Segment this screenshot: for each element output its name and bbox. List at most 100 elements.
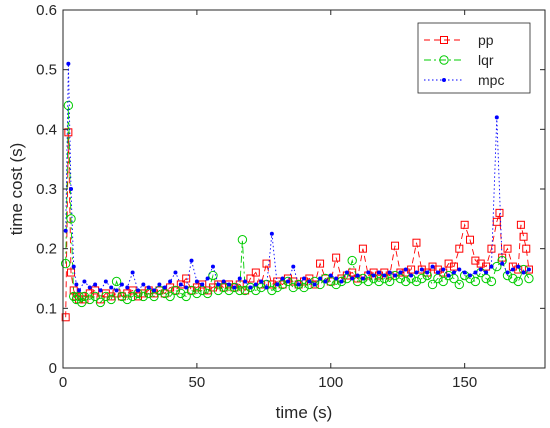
y-tick-label: 0.3 bbox=[36, 181, 57, 198]
data-point-pp bbox=[192, 283, 201, 292]
data-point-lqr bbox=[229, 282, 240, 293]
data-point-mpc bbox=[403, 267, 408, 272]
data-point-mpc bbox=[74, 282, 79, 287]
data-point-pp bbox=[123, 289, 132, 298]
data-point-mpc bbox=[135, 288, 140, 293]
data-point-pp bbox=[358, 244, 367, 253]
data-point-lqr bbox=[524, 273, 534, 284]
data-point-lqr bbox=[111, 276, 122, 287]
data-point-mpc bbox=[468, 273, 473, 278]
data-point-mpc bbox=[184, 285, 189, 290]
data-point-pp bbox=[117, 292, 126, 301]
legend: pp lqr mpc bbox=[417, 22, 531, 94]
data-point-lqr bbox=[192, 288, 202, 299]
data-point-mpc bbox=[125, 285, 130, 290]
data-point-mpc bbox=[71, 264, 76, 269]
data-point-lqr bbox=[417, 273, 427, 284]
data-point-mpc bbox=[221, 279, 226, 284]
data-point-mpc bbox=[387, 270, 392, 275]
data-point-lqr bbox=[181, 291, 191, 302]
data-point-mpc bbox=[430, 264, 435, 269]
data-point-mpc bbox=[425, 270, 430, 275]
data-point-lqr bbox=[384, 276, 395, 287]
data-point-mpc bbox=[210, 264, 215, 269]
data-point-lqr bbox=[336, 276, 347, 287]
data-point-lqr bbox=[170, 285, 181, 296]
data-point-pp bbox=[476, 259, 485, 268]
data-point-mpc bbox=[69, 187, 74, 191]
data-point-mpc bbox=[157, 282, 162, 287]
data-point-mpc bbox=[130, 270, 135, 275]
data-point-lqr bbox=[63, 100, 74, 111]
data-point-mpc bbox=[500, 261, 505, 266]
data-point-lqr bbox=[288, 282, 298, 293]
data-point-pp bbox=[519, 232, 528, 241]
data-point-pp bbox=[251, 268, 260, 277]
legend-marker bbox=[442, 78, 446, 82]
data-point-mpc bbox=[119, 282, 124, 287]
data-point-mpc bbox=[526, 267, 531, 272]
data-point-pp bbox=[160, 289, 169, 298]
data-point-mpc bbox=[312, 282, 317, 287]
data-point-lqr bbox=[127, 291, 138, 302]
series-line-pp bbox=[65, 132, 530, 318]
data-point-mpc bbox=[66, 61, 71, 66]
data-point-pp bbox=[487, 244, 496, 253]
data-point-mpc bbox=[82, 279, 87, 284]
data-point-mpc bbox=[296, 282, 301, 287]
data-point-mpc bbox=[505, 270, 510, 275]
data-point-pp bbox=[460, 220, 469, 229]
data-point-mpc bbox=[328, 273, 333, 278]
data-point-pp bbox=[198, 280, 207, 289]
data-point-mpc bbox=[441, 267, 446, 272]
data-point-pp bbox=[219, 283, 228, 292]
data-point-lqr bbox=[77, 297, 87, 308]
data-point-mpc bbox=[152, 288, 157, 293]
data-point-pp bbox=[455, 244, 464, 253]
data-point-lqr bbox=[470, 276, 481, 287]
data-point-lqr bbox=[71, 294, 82, 305]
legend-item-pp: pp bbox=[424, 32, 494, 48]
data-point-mpc bbox=[478, 267, 483, 272]
data-point-mpc bbox=[510, 267, 515, 272]
data-point-mpc bbox=[93, 282, 98, 287]
data-point-pp bbox=[503, 244, 512, 253]
data-point-mpc bbox=[457, 267, 462, 272]
data-point-mpc bbox=[227, 282, 232, 287]
data-point-pp bbox=[171, 286, 180, 295]
data-point-mpc bbox=[200, 282, 205, 287]
data-point-pp bbox=[246, 274, 255, 283]
data-point-mpc bbox=[323, 279, 328, 284]
data-point-mpc bbox=[216, 282, 221, 287]
data-point-lqr bbox=[95, 297, 106, 308]
data-point-pp bbox=[208, 283, 217, 292]
data-point-pp bbox=[214, 280, 223, 289]
data-point-mpc bbox=[291, 264, 296, 269]
data-point-pp bbox=[471, 256, 480, 265]
data-point-mpc bbox=[77, 288, 82, 293]
data-point-pp bbox=[230, 283, 239, 292]
data-point-lqr bbox=[237, 235, 248, 245]
legend-marker bbox=[439, 55, 449, 65]
data-point-mpc bbox=[451, 270, 456, 275]
series-layer bbox=[60, 61, 534, 322]
data-point-mpc bbox=[473, 270, 478, 275]
data-point-lqr bbox=[69, 291, 79, 302]
data-point-pp bbox=[294, 280, 303, 289]
data-point-lqr bbox=[438, 276, 448, 287]
data-point-pp bbox=[187, 286, 196, 295]
data-point-mpc bbox=[87, 285, 92, 290]
x-tick-label: 150 bbox=[452, 374, 477, 391]
data-point-lqr bbox=[508, 273, 518, 284]
y-tick-label: 0.4 bbox=[36, 121, 57, 138]
data-point-mpc bbox=[371, 273, 376, 278]
data-point-mpc bbox=[409, 273, 414, 278]
data-point-lqr bbox=[358, 273, 368, 284]
data-point-lqr bbox=[66, 214, 76, 224]
data-point-mpc bbox=[489, 264, 494, 269]
data-point-lqr bbox=[283, 276, 293, 287]
data-point-mpc bbox=[232, 285, 237, 290]
data-point-mpc bbox=[334, 276, 339, 281]
data-point-mpc bbox=[494, 115, 499, 120]
